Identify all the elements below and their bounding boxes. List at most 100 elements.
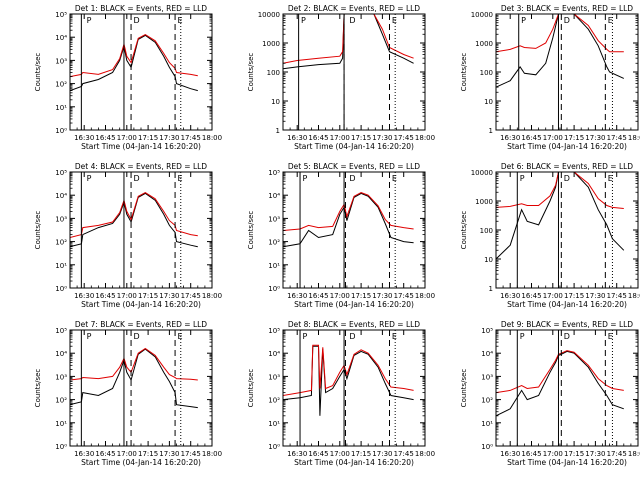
marker-letter: E xyxy=(178,16,183,25)
x-tick-label: 17:15 xyxy=(138,134,158,142)
marker-letter: P xyxy=(521,16,526,25)
x-axis-label: Start Time (04-Jan-14 16:20:20) xyxy=(81,300,201,309)
panel-title: Det 2: BLACK = Events, RED = LLD xyxy=(288,4,420,13)
y-tick-label: 10⁴ xyxy=(481,350,493,358)
y-tick-label: 10¹ xyxy=(55,104,67,112)
y-tick-label: 100 xyxy=(480,69,493,77)
y-tick-label: 10² xyxy=(55,81,67,89)
x-tick-label: 17:45 xyxy=(394,292,414,300)
y-tick-label: 10000 xyxy=(258,11,280,19)
y-tick-label: 10² xyxy=(268,397,280,405)
y-tick-label: 10⁰ xyxy=(481,443,493,451)
x-tick-label: 18:00 xyxy=(202,292,222,300)
x-tick-label: 16:30 xyxy=(500,450,520,458)
y-axis-label: Counts/sec xyxy=(247,53,255,92)
marker-letter: E xyxy=(608,174,613,183)
marker-letter: E xyxy=(608,332,613,341)
marker-letter: P xyxy=(87,332,92,341)
x-tick-label: 17:15 xyxy=(138,450,158,458)
detector-panel: P D E 10⁰ 10¹ 10² 10³ 10⁴ 10⁵ 16:30 16:45 17:00 17:1… xyxy=(34,4,222,151)
x-tick-label: 16:30 xyxy=(500,292,520,300)
x-tick-label: 17:30 xyxy=(159,134,179,142)
y-tick-label: 10³ xyxy=(268,373,280,381)
x-axis-label: Start Time (04-Jan-14 16:20:20) xyxy=(294,300,414,309)
x-tick-label: 18:00 xyxy=(628,450,640,458)
y-tick-label: 10⁵ xyxy=(481,327,493,335)
events-series-line xyxy=(283,192,414,248)
detector-panel: P D E 10⁰ 10¹ 10² 10³ 10⁴ 10⁵ 16:30 16:45 17:00 17:1… xyxy=(34,320,222,467)
x-tick-label: 16:45 xyxy=(308,292,328,300)
marker-letter: D xyxy=(349,174,355,183)
events-series-line xyxy=(283,345,414,416)
panel-title: Det 4: BLACK = Events, RED = LLD xyxy=(75,162,207,171)
y-tick-label: 10000 xyxy=(471,11,493,19)
y-tick-label: 100 xyxy=(480,227,493,235)
y-tick-label: 100 xyxy=(267,69,280,77)
x-tick-label: 18:00 xyxy=(628,134,640,142)
y-axis-label: Counts/sec xyxy=(34,211,42,250)
x-tick-label: 17:30 xyxy=(159,450,179,458)
y-tick-label: 1000 xyxy=(475,40,493,48)
x-tick-label: 17:00 xyxy=(543,134,563,142)
x-tick-label: 17:30 xyxy=(372,292,392,300)
marker-letter: D xyxy=(133,174,139,183)
x-tick-label: 17:00 xyxy=(543,292,563,300)
y-tick-label: 10⁴ xyxy=(55,34,67,42)
y-tick-label: 10³ xyxy=(268,215,280,223)
marker-letter: D xyxy=(133,332,139,341)
x-tick-label: 17:45 xyxy=(394,450,414,458)
marker-letter: P xyxy=(301,16,306,25)
marker-letter: E xyxy=(392,332,397,341)
y-tick-label: 1000 xyxy=(475,198,493,206)
x-tick-label: 17:15 xyxy=(138,292,158,300)
x-tick-label: 16:30 xyxy=(500,134,520,142)
y-tick-label: 10³ xyxy=(481,373,493,381)
x-tick-label: 17:00 xyxy=(330,292,350,300)
y-tick-label: 10¹ xyxy=(268,420,280,428)
x-tick-label: 16:45 xyxy=(95,450,115,458)
y-tick-label: 10² xyxy=(55,397,67,405)
marker-letter: E xyxy=(178,332,183,341)
panel-title: Det 5: BLACK = Events, RED = LLD xyxy=(288,162,420,171)
y-tick-label: 1 xyxy=(489,285,493,293)
panel-title: Det 3: BLACK = Events, RED = LLD xyxy=(501,4,633,13)
y-tick-label: 1000 xyxy=(262,40,280,48)
detector-panel: P D E 10⁰ 10¹ 10² 10³ 10⁴ 10⁵ 16:30 16:45 17:00 17:1… xyxy=(460,320,640,467)
y-axis-label: Counts/sec xyxy=(460,53,468,92)
x-axis-label: Start Time (04-Jan-14 16:20:20) xyxy=(507,458,627,467)
detector-panel: P D E 10⁰ 10¹ 10² 10³ 10⁴ 10⁵ 16:30 16:45 17:00 17:1… xyxy=(34,162,222,309)
y-tick-label: 10⁰ xyxy=(55,443,67,451)
x-tick-label: 16:45 xyxy=(95,134,115,142)
x-tick-label: 17:15 xyxy=(564,292,584,300)
x-tick-label: 17:30 xyxy=(585,134,605,142)
x-tick-label: 17:15 xyxy=(351,292,371,300)
x-axis-label: Start Time (04-Jan-14 16:20:20) xyxy=(294,142,414,151)
x-tick-label: 17:15 xyxy=(351,450,371,458)
marker-letter: E xyxy=(608,16,613,25)
x-tick-label: 16:30 xyxy=(74,450,94,458)
y-axis-label: Counts/sec xyxy=(247,369,255,408)
y-tick-label: 10 xyxy=(271,98,280,106)
x-tick-label: 17:45 xyxy=(607,292,627,300)
y-tick-label: 10⁵ xyxy=(268,327,280,335)
y-tick-label: 10² xyxy=(55,239,67,247)
x-tick-label: 16:45 xyxy=(308,450,328,458)
lld-series-line xyxy=(283,344,414,396)
plot-frame xyxy=(69,13,213,131)
x-axis-label: Start Time (04-Jan-14 16:20:20) xyxy=(81,458,201,467)
x-tick-label: 17:45 xyxy=(181,292,201,300)
y-tick-label: 10⁴ xyxy=(55,192,67,200)
x-axis-label: Start Time (04-Jan-14 16:20:20) xyxy=(507,142,627,151)
y-tick-label: 10² xyxy=(481,397,493,405)
y-tick-label: 10⁰ xyxy=(268,443,280,451)
panel-title: Det 6: BLACK = Events, RED = LLD xyxy=(501,162,633,171)
x-tick-label: 17:00 xyxy=(117,450,137,458)
y-tick-label: 10 xyxy=(484,256,493,264)
y-tick-label: 10⁵ xyxy=(268,169,280,177)
y-axis-label: Counts/sec xyxy=(460,369,468,408)
plot-frame xyxy=(69,171,213,289)
marker-letter: D xyxy=(133,16,139,25)
